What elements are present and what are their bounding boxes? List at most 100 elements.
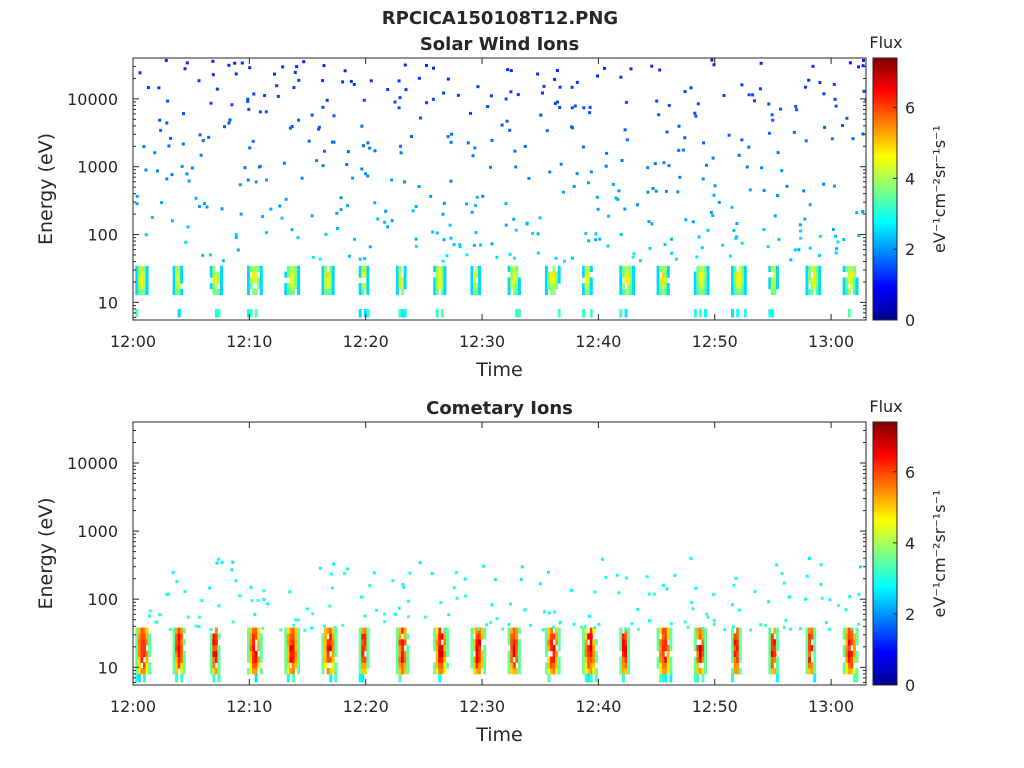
heatmap-cell [738, 271, 742, 278]
heatmap-cell [249, 656, 253, 663]
heatmap-cell [813, 673, 817, 683]
heatmap-cell [140, 277, 144, 284]
heatmap-cell [145, 271, 149, 278]
heatmap-cell [363, 283, 367, 290]
heatmap-cell [550, 639, 553, 646]
heatmap-cell [282, 161, 286, 165]
heatmap-cell [331, 271, 335, 278]
heatmap-cell [286, 633, 290, 640]
heatmap-cell [835, 247, 839, 251]
x-tick-label: 12:30 [459, 332, 505, 351]
heatmap-cell [143, 673, 146, 683]
heatmap-cell [395, 650, 399, 657]
heatmap-cell [674, 257, 678, 261]
heatmap-cell [470, 288, 474, 296]
heatmap-cell [741, 283, 745, 290]
heatmap-cell [624, 656, 628, 663]
heatmap-cell [464, 594, 467, 598]
heatmap-cell [507, 650, 511, 657]
heatmap-cell [479, 243, 483, 247]
heatmap-cell [474, 204, 478, 208]
heatmap-cell [170, 219, 174, 223]
heatmap-cell [324, 639, 327, 646]
heatmap-cell [504, 223, 508, 227]
heatmap-cell [507, 662, 511, 669]
heatmap-cell [553, 77, 557, 81]
heatmap-cell [864, 98, 866, 102]
heatmap-cell [360, 167, 364, 171]
heatmap-cell [669, 662, 673, 669]
heatmap-cell [738, 283, 742, 290]
heatmap-cell [212, 673, 216, 683]
heatmap-cell [257, 656, 261, 663]
heatmap-cell [291, 265, 295, 272]
heatmap-cell [738, 645, 742, 652]
heatmap-cell [440, 645, 444, 652]
x-tick-label: 13:00 [808, 332, 854, 351]
heatmap-cell [656, 656, 660, 663]
heatmap-cell [557, 277, 561, 284]
heatmap-cell [452, 243, 456, 247]
heatmap-cell [403, 265, 407, 272]
heatmap-cell [698, 645, 702, 652]
heatmap-cell [733, 265, 737, 272]
heatmap-cell [598, 237, 602, 241]
heatmap-cell [366, 174, 370, 178]
heatmap-cell [180, 673, 184, 683]
heatmap-cell [358, 283, 362, 290]
heatmap-cell [831, 227, 835, 231]
heatmap-cell [366, 662, 370, 669]
heatmap-cell [704, 633, 707, 640]
heatmap-cell [209, 656, 213, 663]
heatmap-cell [321, 633, 325, 640]
heatmap-cell [180, 271, 184, 278]
heatmap-cell [558, 106, 562, 109]
heatmap-cell [480, 656, 484, 663]
heatmap-cell [321, 271, 325, 278]
heatmap-cell [584, 232, 588, 235]
heatmap-cell [326, 645, 330, 652]
heatmap-cell [694, 114, 698, 118]
heatmap-cell [701, 283, 705, 290]
heatmap-cell [143, 288, 146, 296]
heatmap-cell [584, 639, 588, 646]
heatmap-cell [297, 288, 301, 296]
heatmap-cell [850, 271, 854, 278]
heatmap-cell [292, 86, 296, 90]
heatmap-cell [842, 288, 846, 296]
heatmap-cell [180, 668, 184, 675]
heatmap-cell [291, 673, 295, 683]
heatmap-cell [252, 627, 256, 634]
heatmap-cell [363, 271, 367, 278]
heatmap-cell [291, 283, 295, 290]
heatmap-cell [331, 650, 335, 657]
heatmap-cell [470, 639, 474, 646]
heatmap-cell [481, 564, 485, 568]
heatmap-cell [483, 627, 487, 634]
heatmap-cell [515, 656, 519, 663]
heatmap-cell [329, 627, 333, 634]
heatmap-cell [808, 668, 812, 675]
heatmap-cell [792, 130, 796, 134]
heatmap-cell [262, 589, 266, 593]
heatmap-cell [661, 662, 665, 669]
heatmap-cell [624, 668, 628, 675]
heatmap-cell [667, 164, 671, 168]
heatmap-cell [589, 627, 593, 634]
heatmap-cell [446, 650, 449, 657]
heatmap-cell [813, 283, 817, 290]
heatmap-cell [861, 210, 865, 213]
heatmap-cell [536, 232, 540, 236]
heatmap-cell [220, 283, 223, 290]
heatmap-cell [363, 656, 367, 663]
heatmap-cell [440, 265, 444, 272]
heatmap-cell [177, 283, 181, 290]
heatmap-cell [773, 271, 777, 278]
heatmap-cell [135, 271, 139, 278]
heatmap-cell [366, 627, 370, 634]
heatmap-cell [456, 93, 460, 97]
heatmap-cell [395, 639, 399, 646]
heatmap-cell [324, 645, 327, 652]
heatmap-cell [135, 668, 139, 675]
heatmap-cell [815, 288, 819, 296]
